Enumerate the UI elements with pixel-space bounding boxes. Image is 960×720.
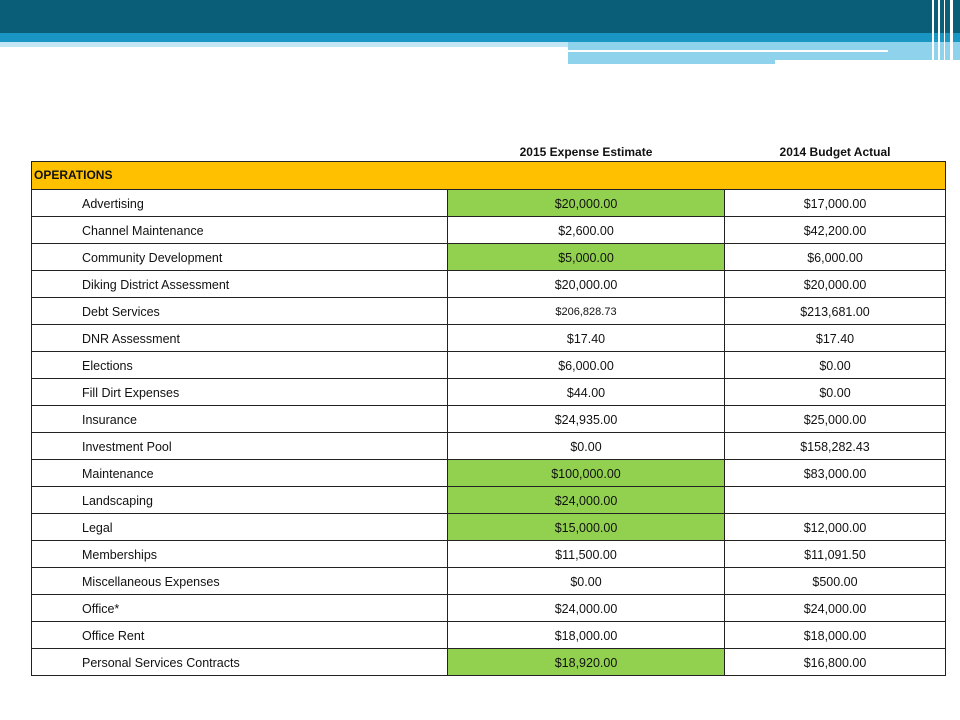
table-row: Office Rent $18,000.00 $18,000.00	[31, 621, 946, 649]
row-name: Fill Dirt Expenses	[31, 378, 448, 406]
table-row: Debt Services $206,828.73 $213,681.00	[31, 297, 946, 325]
row-name: Channel Maintenance	[31, 216, 448, 244]
header-accent-line	[568, 50, 888, 52]
estimate-2015-cell: $18,920.00	[447, 648, 725, 676]
actual-2014-cell: $42,200.00	[724, 216, 946, 244]
header-band-dark	[0, 0, 960, 33]
header-band-pale	[0, 42, 568, 47]
estimate-2015-cell: $20,000.00	[447, 189, 725, 217]
row-name: Landscaping	[31, 486, 448, 514]
table-row: Insurance $24,935.00 $25,000.00	[31, 405, 946, 433]
row-name: Personal Services Contracts	[31, 648, 448, 676]
estimate-2015-cell: $15,000.00	[447, 513, 725, 541]
estimate-2015-cell: $24,000.00	[447, 486, 725, 514]
row-name: DNR Assessment	[31, 324, 448, 352]
table-row: Memberships $11,500.00 $11,091.50	[31, 540, 946, 568]
actual-2014-cell: $17,000.00	[724, 189, 946, 217]
table-row: Miscellaneous Expenses $0.00 $500.00	[31, 567, 946, 595]
estimate-2015-cell: $44.00	[447, 378, 725, 406]
row-name: Community Development	[31, 243, 448, 271]
row-name: Legal	[31, 513, 448, 541]
table-row: Diking District Assessment $20,000.00 $20,…	[31, 270, 946, 298]
header-stripes	[928, 0, 960, 64]
header-band-light	[568, 42, 960, 64]
header-band-mid	[0, 33, 960, 42]
column-header	[32, 141, 448, 161]
estimate-2015-cell: $18,000.00	[447, 621, 725, 649]
estimate-2015-cell: $24,000.00	[447, 594, 725, 622]
actual-2014-cell: $0.00	[724, 351, 946, 379]
actual-2014-cell: $11,091.50	[724, 540, 946, 568]
table-row: Elections $6,000.00 $0.00	[31, 351, 946, 379]
row-name: Office Rent	[31, 621, 448, 649]
table-row: DNR Assessment $17.40 $17.40	[31, 324, 946, 352]
table-row: Community Development $5,000.00 $6,000.00	[31, 243, 946, 271]
row-name: Office*	[31, 594, 448, 622]
actual-2014-cell	[724, 486, 946, 514]
row-name: Investment Pool	[31, 432, 448, 460]
estimate-2015-cell: $2,600.00	[447, 216, 725, 244]
actual-2014-cell: $12,000.00	[724, 513, 946, 541]
table-row: Legal $15,000.00 $12,000.00	[31, 513, 946, 541]
estimate-2015-cell: $5,000.00	[447, 243, 725, 271]
expense-table: 2015 Expense Estimate 2014 Budget Actual…	[31, 141, 946, 676]
actual-2014-cell: $17.40	[724, 324, 946, 352]
estimate-2015-cell: $100,000.00	[447, 459, 725, 487]
section-label: OPERATIONS	[31, 160, 946, 190]
header-accent-line	[775, 60, 960, 64]
estimate-2015-cell: $20,000.00	[447, 270, 725, 298]
actual-2014-cell: $16,800.00	[724, 648, 946, 676]
table-row: Advertising $20,000.00 $17,000.00	[31, 189, 946, 217]
actual-2014-cell: $25,000.00	[724, 405, 946, 433]
section-row: OPERATIONS	[31, 160, 946, 190]
actual-2014-cell: $6,000.00	[724, 243, 946, 271]
actual-2014-cell: $0.00	[724, 378, 946, 406]
row-name: Memberships	[31, 540, 448, 568]
table-row: Office* $24,000.00 $24,000.00	[31, 594, 946, 622]
table-row: Maintenance $100,000.00 $83,000.00	[31, 459, 946, 487]
estimate-2015-cell: $11,500.00	[447, 540, 725, 568]
table-row: Landscaping $24,000.00	[31, 486, 946, 514]
estimate-2015-cell: $206,828.73	[447, 297, 725, 325]
actual-2014-cell: $500.00	[724, 567, 946, 595]
row-name: Elections	[31, 351, 448, 379]
estimate-2015-cell: $17.40	[447, 324, 725, 352]
row-name: Insurance	[31, 405, 448, 433]
actual-2014-cell: $20,000.00	[724, 270, 946, 298]
estimate-2015-cell: $6,000.00	[447, 351, 725, 379]
row-name: Maintenance	[31, 459, 448, 487]
table-row: Personal Services Contracts $18,920.00 $16…	[31, 648, 946, 676]
column-header-2015-estimate: 2015 Expense Estimate	[519, 144, 653, 159]
row-name: Miscellaneous Expenses	[31, 567, 448, 595]
table-row: Channel Maintenance $2,600.00 $42,200.00	[31, 216, 946, 244]
table-row: Fill Dirt Expenses $44.00 $0.00	[31, 378, 946, 406]
actual-2014-cell: $213,681.00	[724, 297, 946, 325]
actual-2014-cell: $24,000.00	[724, 594, 946, 622]
estimate-2015-cell: $24,935.00	[447, 405, 725, 433]
row-name: Debt Services	[31, 297, 448, 325]
actual-2014-cell: $83,000.00	[724, 459, 946, 487]
actual-2014-cell: $158,282.43	[724, 432, 946, 460]
estimate-2015-cell: $0.00	[447, 567, 725, 595]
row-name: Diking District Assessment	[31, 270, 448, 298]
table-row: Investment Pool $0.00 $158,282.43	[31, 432, 946, 460]
row-name: Advertising	[31, 189, 448, 217]
table-header-row: 2015 Expense Estimate 2014 Budget Actual	[32, 141, 946, 161]
estimate-2015-cell: $0.00	[447, 432, 725, 460]
column-header-2014-actual: 2014 Budget Actual	[779, 144, 891, 159]
actual-2014-cell: $18,000.00	[724, 621, 946, 649]
